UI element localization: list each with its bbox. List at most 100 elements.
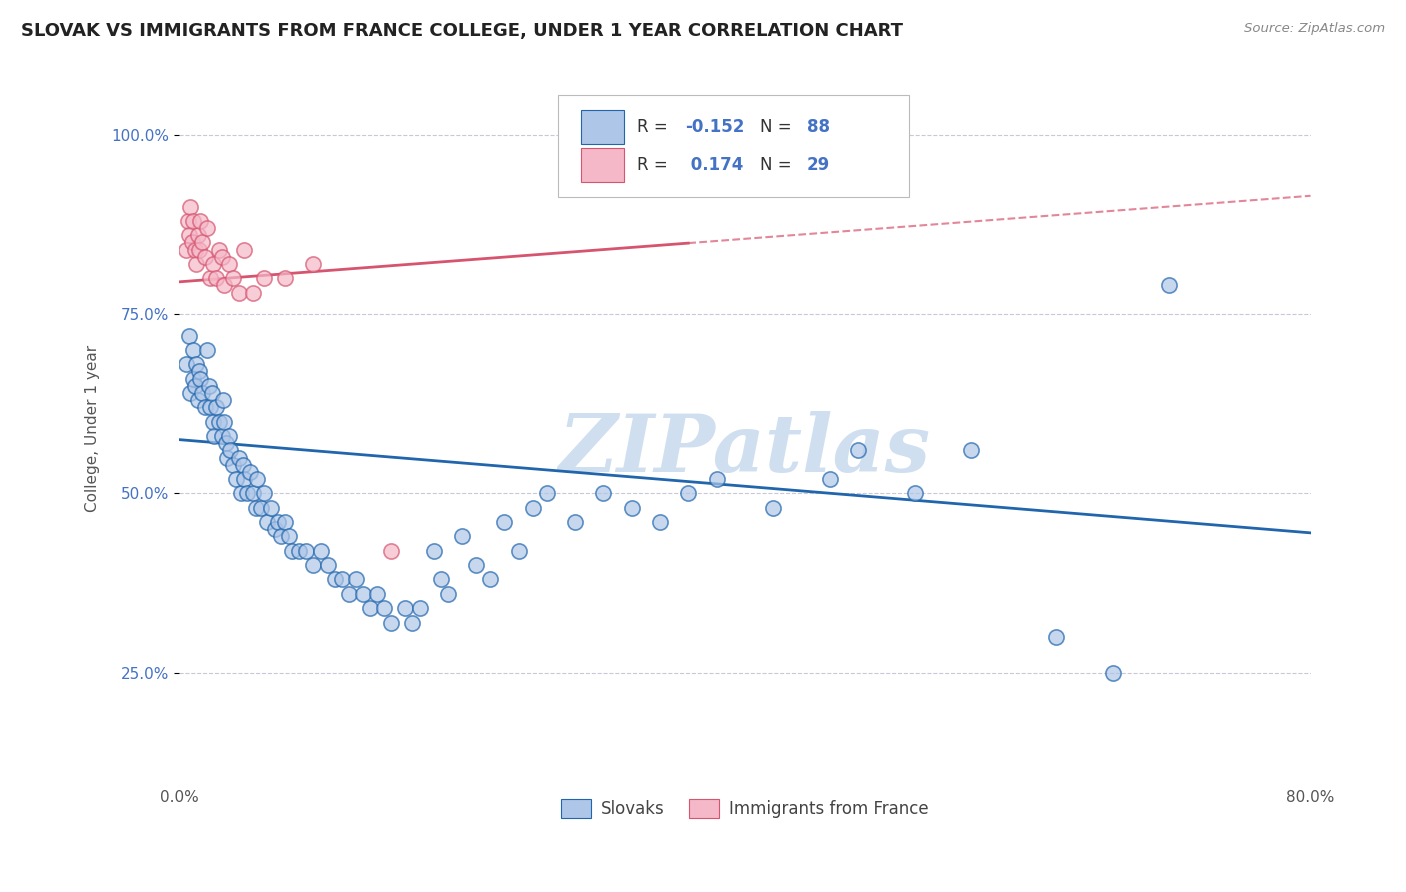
- Point: [242, 486, 264, 500]
- Point: [200, 271, 222, 285]
- Point: [373, 601, 395, 615]
- Point: [180, 235, 202, 250]
- Point: [231, 486, 253, 500]
- Point: [337, 587, 360, 601]
- Point: [245, 500, 267, 515]
- Point: [181, 214, 204, 228]
- Y-axis label: College, Under 1 year: College, Under 1 year: [86, 345, 100, 512]
- Point: [174, 357, 197, 371]
- Point: [818, 472, 841, 486]
- Point: [232, 458, 254, 472]
- Point: [179, 200, 201, 214]
- Point: [186, 228, 208, 243]
- Point: [200, 401, 222, 415]
- Point: [536, 486, 558, 500]
- Point: [274, 271, 297, 285]
- Point: [281, 543, 304, 558]
- Point: [270, 529, 292, 543]
- Point: [197, 221, 219, 235]
- Point: [177, 228, 200, 243]
- Point: [592, 486, 614, 500]
- Point: [183, 379, 205, 393]
- Text: N =: N =: [759, 118, 796, 136]
- Point: [352, 587, 374, 601]
- Point: [208, 415, 231, 429]
- Text: R =: R =: [637, 156, 673, 174]
- Point: [239, 465, 262, 479]
- Point: [274, 515, 297, 529]
- Bar: [581, 110, 624, 144]
- Point: [344, 573, 367, 587]
- Point: [903, 486, 925, 500]
- Point: [380, 543, 402, 558]
- Point: [198, 379, 221, 393]
- Point: [187, 243, 209, 257]
- Point: [177, 328, 200, 343]
- Point: [479, 573, 502, 587]
- Legend: Slovaks, Immigrants from France: Slovaks, Immigrants from France: [554, 792, 936, 825]
- Point: [228, 285, 250, 300]
- Point: [184, 257, 207, 271]
- Point: [960, 443, 983, 458]
- Point: [205, 271, 228, 285]
- Point: [267, 515, 290, 529]
- Point: [316, 558, 339, 573]
- Point: [302, 257, 325, 271]
- Point: [236, 486, 259, 500]
- Point: [762, 500, 785, 515]
- Text: -0.152: -0.152: [685, 118, 744, 136]
- Point: [218, 257, 240, 271]
- Point: [212, 393, 235, 408]
- Point: [256, 515, 278, 529]
- Point: [401, 615, 423, 630]
- Point: [295, 543, 318, 558]
- Point: [225, 472, 247, 486]
- Point: [183, 243, 205, 257]
- Point: [176, 214, 198, 228]
- Point: [186, 393, 208, 408]
- Point: [1045, 630, 1067, 644]
- Point: [187, 364, 209, 378]
- Point: [205, 401, 228, 415]
- Point: [194, 401, 217, 415]
- Point: [366, 587, 388, 601]
- Point: [214, 415, 236, 429]
- Text: R =: R =: [637, 118, 673, 136]
- Point: [288, 543, 311, 558]
- Point: [218, 429, 240, 443]
- Point: [174, 243, 197, 257]
- Point: [191, 386, 214, 401]
- Point: [228, 450, 250, 465]
- Point: [302, 558, 325, 573]
- Text: N =: N =: [759, 156, 796, 174]
- Point: [264, 522, 287, 536]
- Point: [233, 472, 256, 486]
- Point: [188, 372, 211, 386]
- Text: ZIPatlas: ZIPatlas: [558, 411, 931, 489]
- Text: Source: ZipAtlas.com: Source: ZipAtlas.com: [1244, 22, 1385, 36]
- Point: [330, 573, 353, 587]
- Point: [191, 235, 214, 250]
- Point: [222, 271, 245, 285]
- Point: [211, 429, 233, 443]
- Point: [564, 515, 586, 529]
- Point: [278, 529, 301, 543]
- Point: [422, 543, 444, 558]
- FancyBboxPatch shape: [558, 95, 908, 197]
- Point: [260, 500, 283, 515]
- Point: [250, 500, 273, 515]
- Point: [197, 343, 219, 357]
- Text: 0.174: 0.174: [685, 156, 744, 174]
- Point: [465, 558, 488, 573]
- Point: [204, 429, 226, 443]
- Point: [211, 250, 233, 264]
- Point: [202, 415, 225, 429]
- Point: [309, 543, 332, 558]
- Text: SLOVAK VS IMMIGRANTS FROM FRANCE COLLEGE, UNDER 1 YEAR CORRELATION CHART: SLOVAK VS IMMIGRANTS FROM FRANCE COLLEGE…: [21, 22, 903, 40]
- Point: [620, 500, 643, 515]
- Point: [359, 601, 381, 615]
- Point: [1101, 665, 1123, 680]
- Point: [181, 372, 204, 386]
- Point: [181, 343, 204, 357]
- Point: [494, 515, 516, 529]
